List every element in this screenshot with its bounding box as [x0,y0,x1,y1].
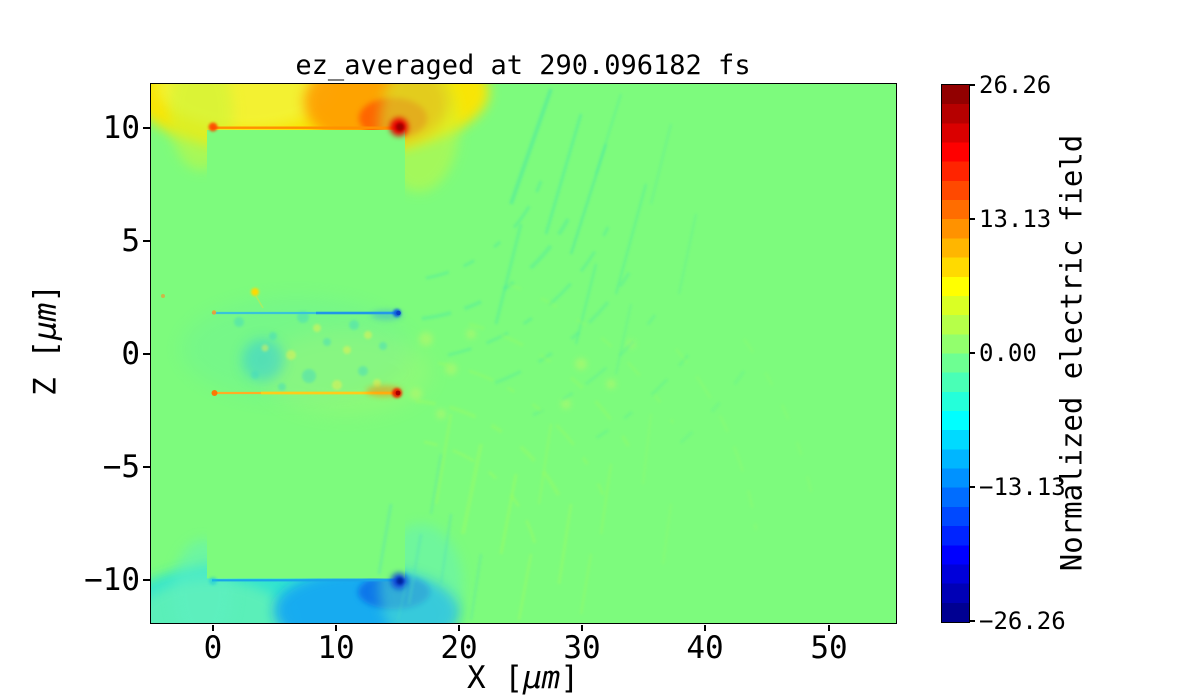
x-tick-label: 10 [317,630,355,666]
y-axis-label-unit: μm [27,302,64,340]
colorbar-tick-mark [969,218,975,220]
colorbar-tick-label: 26.26 [979,71,1052,99]
y-tick-mark [143,127,150,129]
lower-electrode-field [151,492,463,623]
colorbar-tick-mark [969,84,975,86]
colorbar-gradient [942,85,969,622]
colorbar-tick-label: −13.13 [979,473,1066,501]
y-tick-label: 0 [121,336,140,372]
x-axis-label-pre: X [ [467,660,523,696]
x-axis-label-post: ] [560,660,579,696]
colorbar-tick-label: 0.00 [979,339,1037,367]
x-tick-mark [458,625,460,631]
y-tick-label: −5 [102,449,140,485]
upper-wavefronts [416,88,746,454]
colorbar [941,84,970,623]
colorbar-tick-mark [969,352,975,354]
x-tick-mark [212,625,214,631]
plot-title: ez_averaged at 290.096182 fs [295,50,751,81]
y-tick-mark [143,466,150,468]
lower-wavefronts [415,282,816,621]
inner-plates-and-noise [161,288,635,419]
heatmap-plot [150,83,897,624]
y-tick-label: 10 [102,110,140,146]
upper-electrode-field [151,84,489,222]
x-tick-label: 0 [203,630,223,666]
y-axis-label-post: ] [27,284,64,303]
lower-left-teal-waves [377,453,483,621]
heatmap-field [151,84,896,623]
colorbar-tick-mark [969,620,975,622]
y-tick-mark [143,579,150,581]
y-axis-label: Z [μm] [27,284,64,396]
colorbar-tick-label: −26.26 [979,607,1066,635]
y-tick-mark [143,353,150,355]
colorbar-axis-label: Normalized electric field [1054,134,1089,572]
x-tick-mark [581,625,583,631]
x-axis-label: X [μm] [467,663,579,694]
x-axis-label-unit: μm [523,660,561,696]
y-axis-label-pre: Z [ [27,340,64,396]
y-tick-label: −10 [84,562,140,598]
y-tick-mark [143,240,150,242]
x-tick-mark [704,625,706,631]
x-tick-label: 50 [810,630,848,666]
colorbar-tick-label: 13.13 [979,205,1052,233]
x-tick-label: 20 [440,630,478,666]
x-tick-label: 30 [563,630,601,666]
x-tick-mark [828,625,830,631]
x-tick-label: 40 [686,630,724,666]
colorbar-tick-mark [969,486,975,488]
x-tick-mark [335,625,337,631]
y-tick-label: 5 [121,223,140,259]
